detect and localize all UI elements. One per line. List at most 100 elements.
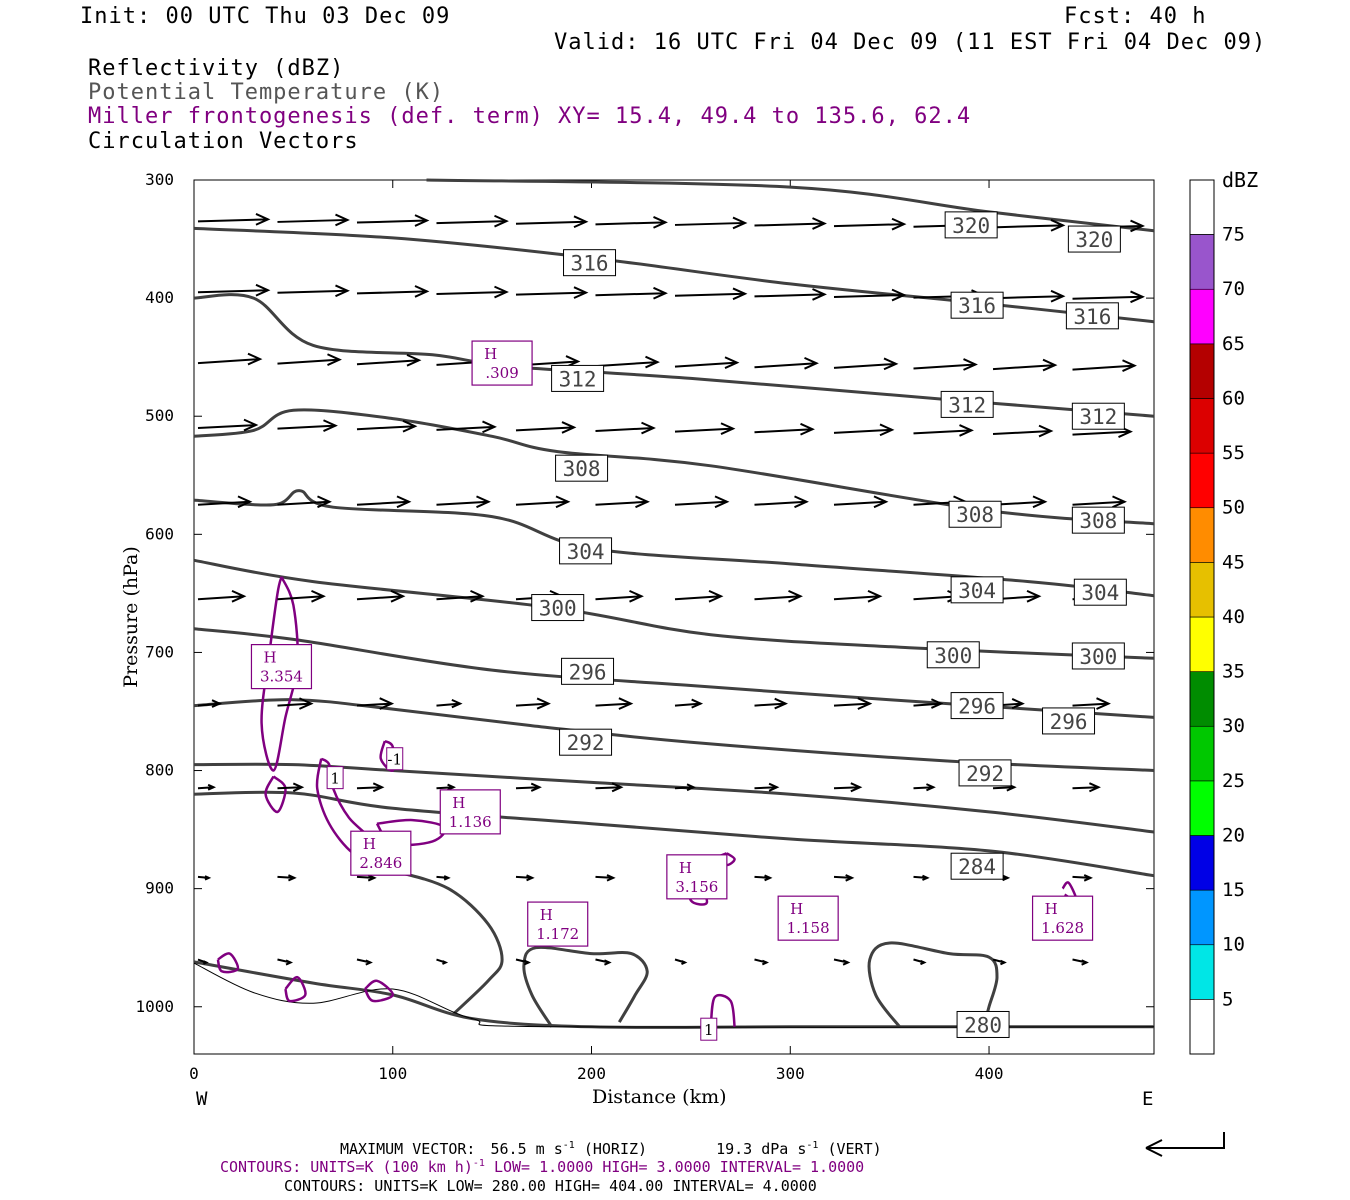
theta-label-box <box>555 454 609 482</box>
circulation-vector-head <box>922 874 930 881</box>
circulation-vectors <box>197 213 1145 966</box>
circulation-vector <box>356 875 375 879</box>
circulation-vector <box>674 786 694 790</box>
circulation-vector-head <box>447 783 456 791</box>
colorbar-segment <box>1189 999 1215 1055</box>
fronto-value-label: 1 <box>704 1021 714 1039</box>
circulation-vector <box>356 595 404 601</box>
y-tick-label: 400 <box>145 288 174 307</box>
contours1-units: CONTOURS: UNITS=K (100 km h) <box>220 1158 473 1176</box>
circulation-vector-head <box>653 286 668 300</box>
colorbar-segment <box>1189 234 1215 290</box>
east-label: E <box>1142 1088 1154 1110</box>
theta-label-box <box>1067 225 1121 253</box>
circulation-vector-head <box>1050 289 1066 303</box>
circulation-vector <box>992 295 1064 300</box>
frontogenesis-max-value: 1.136 <box>449 813 492 831</box>
valid-time: Valid: 16 UTC Fri 04 Dec 09 (11 EST Fri … <box>554 30 1267 55</box>
x-tick-label: 300 <box>776 1064 805 1083</box>
circulation-vector-head <box>482 420 497 434</box>
theta-contour-284 <box>193 790 1155 878</box>
circulation-vector-head <box>231 589 247 603</box>
y-tick-label: 800 <box>145 761 174 780</box>
circulation-vector-head <box>850 782 863 793</box>
circulation-vector <box>754 500 807 506</box>
colorbar-tick-label: 45 <box>1222 551 1245 573</box>
terrain-line <box>193 962 1155 1028</box>
circulation-vector <box>515 702 549 707</box>
frontogenesis-max-box <box>666 854 728 900</box>
circulation-vector-head <box>708 589 724 603</box>
circulation-vector <box>674 702 701 707</box>
circulation-vector <box>992 500 1046 506</box>
circulation-vector-head <box>443 875 451 881</box>
theta-label-box <box>559 728 613 756</box>
circulation-vector <box>515 426 575 432</box>
theta-label: 296 <box>1050 710 1088 734</box>
circulation-vector <box>197 702 220 707</box>
circulation-vector-head <box>1112 495 1127 509</box>
circulation-vector <box>1072 500 1125 506</box>
colorbar-segment <box>1189 507 1215 563</box>
circulation-vector <box>754 293 825 298</box>
west-label: W <box>196 1088 208 1110</box>
circulation-vector <box>913 429 972 435</box>
circulation-vector <box>356 702 392 707</box>
circulation-vector-head <box>414 285 430 298</box>
theta-contour-300 <box>193 558 1155 660</box>
circulation-vector-head <box>1130 290 1145 304</box>
circulation-vector-head <box>335 213 350 227</box>
circulation-vector <box>992 364 1056 371</box>
circulation-vector-head <box>379 697 395 710</box>
theta-contour-288 <box>193 762 1155 834</box>
circulation-vector-head <box>618 697 634 710</box>
circulation-vector-head <box>1000 959 1007 966</box>
contours-frontogenesis: CONTOURS: UNITS=K (100 km h)-1 LOW= 1.00… <box>220 1158 865 1176</box>
circulation-vector-head <box>768 782 780 792</box>
contours-theta: CONTOURS: UNITS=K LOW= 280.00 HIGH= 404.… <box>284 1177 817 1195</box>
circulation-vector-head <box>335 284 350 298</box>
horiz-tag: (HORIZ) <box>583 1140 648 1158</box>
theta-contour-312 <box>193 293 1155 418</box>
circulation-vector-head <box>867 589 883 603</box>
circulation-vector-head <box>1011 698 1025 710</box>
circulation-vector-head <box>800 422 815 436</box>
circulation-vector <box>356 359 420 366</box>
theta-label: 316 <box>1073 305 1111 329</box>
colorbar-segment <box>1189 616 1215 672</box>
circulation-vector-head <box>891 217 907 231</box>
theta-contour-304 <box>193 489 1155 598</box>
circulation-vector-head <box>1081 959 1089 966</box>
max-vector-title: MAXIMUM VECTOR: <box>340 1140 476 1158</box>
colorbar-segment <box>1189 671 1215 727</box>
circulation-vector-head <box>1122 359 1137 372</box>
fronto-value-label: 1 <box>330 770 340 788</box>
field-reflectivity: Reflectivity (dBZ) <box>88 56 345 81</box>
circulation-vector-head <box>573 215 589 229</box>
circulation-vector <box>436 291 507 296</box>
circulation-vector <box>595 786 622 790</box>
circulation-vector-head <box>604 959 612 966</box>
theta-label-box <box>950 291 1004 319</box>
circulation-vector <box>754 362 817 369</box>
circulation-vector <box>277 424 336 430</box>
circulation-vector <box>436 595 483 601</box>
circulation-vector <box>1072 364 1135 371</box>
circulation-vector <box>595 221 666 226</box>
circulation-vector <box>913 786 934 790</box>
circulation-vector <box>754 786 777 790</box>
circulation-vector-head <box>788 589 803 603</box>
circulation-vector <box>277 358 340 365</box>
frontogenesis-max-h: H <box>679 859 692 877</box>
theta-contours <box>193 178 1155 1029</box>
circulation-vector <box>913 363 976 370</box>
theta-label-box <box>950 692 1004 720</box>
circulation-vector-head <box>402 419 418 433</box>
frontogenesis-contour <box>379 739 396 772</box>
circulation-vector <box>515 500 569 506</box>
frontogenesis-max-h: H <box>484 345 497 363</box>
colorbar-segment <box>1189 562 1215 618</box>
circulation-vector-head <box>1026 589 1042 603</box>
colorbar-segment <box>1189 889 1215 946</box>
theta-label: 304 <box>958 579 996 603</box>
